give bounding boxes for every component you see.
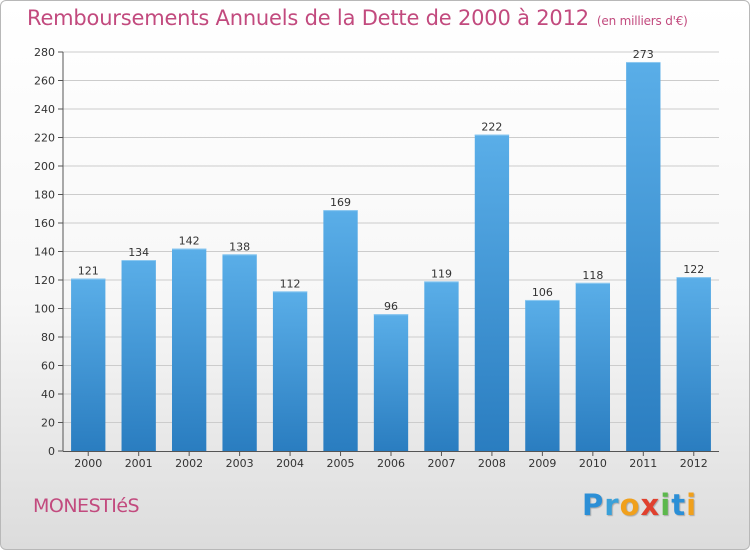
data-label: 112 bbox=[280, 277, 301, 290]
x-tick-label: 2008 bbox=[478, 457, 506, 470]
logo-letter: o bbox=[619, 488, 641, 522]
logo-letter: r bbox=[604, 488, 620, 522]
logo-letter: P bbox=[582, 488, 605, 522]
data-label: 96 bbox=[384, 300, 398, 313]
logo-letter: i bbox=[686, 488, 698, 522]
x-tick-label: 2000 bbox=[74, 457, 102, 470]
bar bbox=[323, 210, 358, 451]
bar bbox=[474, 134, 510, 451]
x-tick-label: 2006 bbox=[377, 457, 405, 470]
y-tick-label: 60 bbox=[41, 360, 55, 373]
data-label: 142 bbox=[179, 235, 200, 248]
y-tick-label: 280 bbox=[34, 46, 55, 59]
logo-letter: i bbox=[660, 488, 672, 522]
chart-title-text: Remboursements Annuels de la Dette de 20… bbox=[27, 6, 589, 30]
bar bbox=[575, 282, 611, 451]
data-label: 138 bbox=[229, 240, 250, 253]
data-label: 134 bbox=[128, 246, 149, 259]
y-tick-label: 200 bbox=[34, 160, 55, 173]
y-tick-label: 100 bbox=[34, 303, 55, 316]
x-tick-label: 2009 bbox=[528, 457, 556, 470]
y-tick-label: 40 bbox=[41, 388, 55, 401]
y-tick-label: 120 bbox=[34, 274, 55, 287]
y-tick-label: 180 bbox=[34, 189, 55, 202]
bar bbox=[424, 281, 459, 451]
x-tick-label: 2011 bbox=[629, 457, 657, 470]
data-labels: 121 134 142 138 112 169 96 119 222 106 118 273 122 bbox=[78, 48, 705, 313]
x-tick-label: 2007 bbox=[427, 457, 455, 470]
x-tick-label: 2004 bbox=[276, 457, 304, 470]
x-tick-label: 2012 bbox=[680, 457, 708, 470]
bar bbox=[626, 61, 661, 451]
y-tick-label: 80 bbox=[41, 331, 55, 344]
logo-letter: x bbox=[640, 488, 661, 522]
data-label: 273 bbox=[633, 48, 654, 61]
data-label: 118 bbox=[582, 269, 603, 282]
chart-subtitle: (en milliers d'€) bbox=[596, 14, 688, 28]
bar bbox=[71, 278, 106, 451]
x-tick-label: 2005 bbox=[327, 457, 355, 470]
logo-letter: t bbox=[671, 488, 687, 522]
y-tick-label: 140 bbox=[34, 246, 55, 259]
data-label: 222 bbox=[481, 121, 502, 134]
place-name: MONESTIéS bbox=[33, 495, 140, 517]
y-tick-label: 240 bbox=[34, 103, 55, 116]
data-label: 122 bbox=[683, 263, 704, 276]
x-tick-label: 2003 bbox=[226, 457, 254, 470]
x-tick-label: 2002 bbox=[175, 457, 203, 470]
y-tick-label: 20 bbox=[41, 417, 55, 430]
data-label: 119 bbox=[431, 267, 452, 280]
data-label: 106 bbox=[532, 286, 553, 299]
y-tick-label: 260 bbox=[34, 75, 55, 88]
bar bbox=[222, 254, 257, 451]
bar bbox=[676, 277, 711, 451]
y-tick-label: 0 bbox=[48, 445, 55, 458]
proxiti-logo[interactable]: Proxiti bbox=[582, 488, 697, 522]
x-tick-label: 2010 bbox=[579, 457, 607, 470]
bar bbox=[373, 314, 409, 451]
chart-title: Remboursements Annuels de la Dette de 20… bbox=[27, 6, 688, 30]
data-label: 169 bbox=[330, 196, 351, 209]
bar bbox=[525, 299, 560, 451]
bar bbox=[121, 260, 156, 451]
bar bbox=[272, 291, 308, 451]
bar bbox=[171, 248, 207, 451]
axes: 0 20 40 60 80 100 120 140 160 180 200 220 240 260 280 2… bbox=[34, 46, 719, 470]
x-tick-label: 2001 bbox=[125, 457, 153, 470]
y-tick-label: 220 bbox=[34, 132, 55, 145]
y-tick-label: 160 bbox=[34, 217, 55, 230]
data-label: 121 bbox=[78, 265, 99, 278]
bars bbox=[71, 61, 711, 451]
